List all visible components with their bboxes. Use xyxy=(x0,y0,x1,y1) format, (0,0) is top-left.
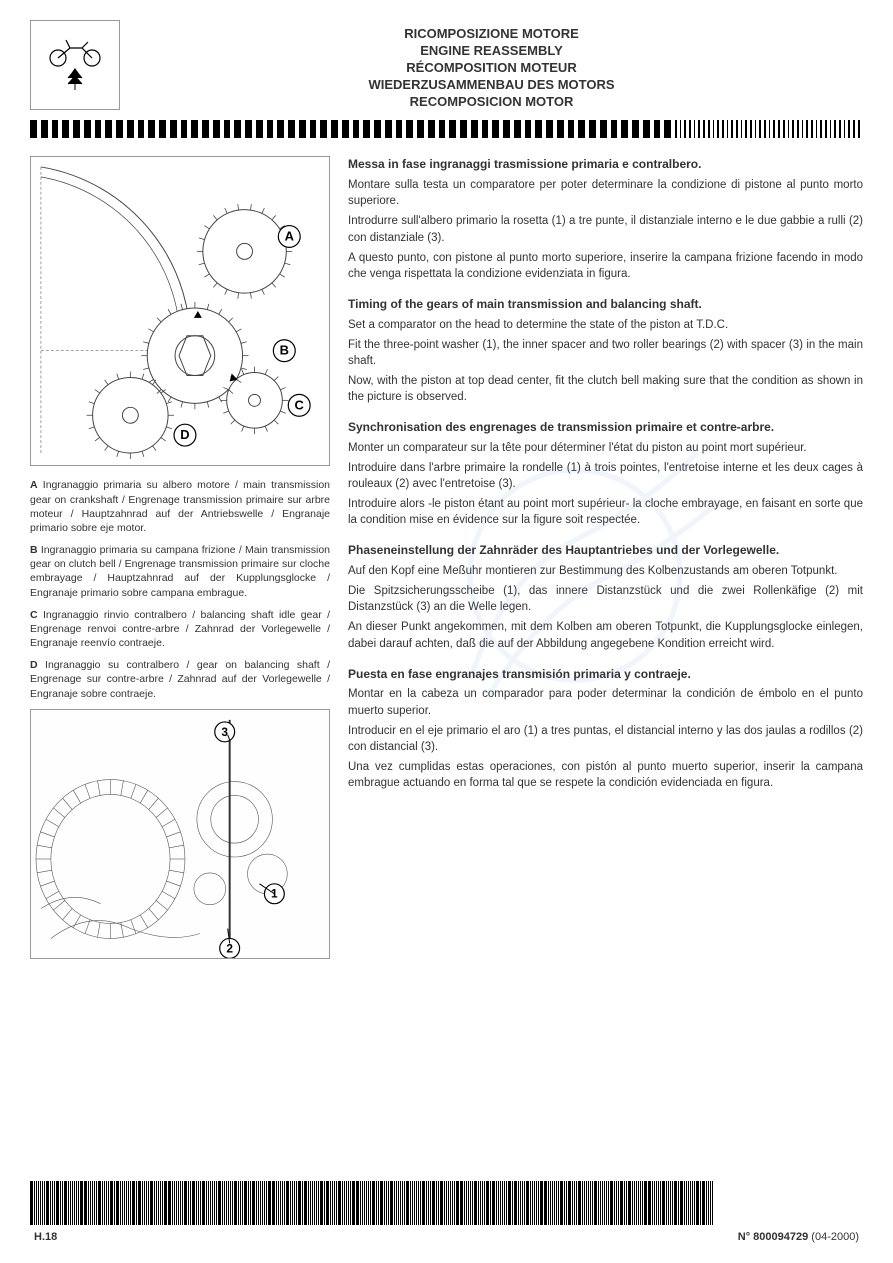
section-it-p1: Montare sulla testa un comparatore per p… xyxy=(348,177,863,209)
section-es-p1: Montar en la cabeza un comparador para p… xyxy=(348,686,863,718)
bottom-barcode xyxy=(30,1181,863,1225)
legend-a-text: Ingranaggio primaria su albero motore / … xyxy=(30,479,330,534)
section-es: Puesta en fase engranajes transmisión pr… xyxy=(348,666,863,791)
section-es-p2: Introducir en el eje primario el aro (1)… xyxy=(348,723,863,755)
section-it-p3: A questo punto, con pistone al punto mor… xyxy=(348,250,863,282)
section-it-p2: Introdurre sull'albero primario la roset… xyxy=(348,213,863,245)
section-it: Messa in fase ingranaggi trasmissione pr… xyxy=(348,156,863,281)
title-de: WIEDERZUSAMMENBAU DES MOTORS xyxy=(120,77,863,94)
page-header: RICOMPOSIZIONE MOTORE ENGINE REASSEMBLY … xyxy=(30,20,863,110)
section-de-p2: Die Spitzsicherungsscheibe (1), das inne… xyxy=(348,583,863,615)
title-fr: RÉCOMPOSITION MOTEUR xyxy=(120,60,863,77)
svg-text:A: A xyxy=(285,229,294,244)
legend-c-text: Ingranaggio rinvio contralbero / balanci… xyxy=(30,609,330,649)
svg-text:2: 2 xyxy=(226,941,233,955)
title-es: RECOMPOSICION MOTOR xyxy=(120,94,863,111)
legend-d: D Ingranaggio su contralbero / gear on b… xyxy=(30,658,330,701)
right-column: Messa in fase ingranaggi trasmissione pr… xyxy=(348,156,863,971)
section-de: Phaseneinstellung der Zahnräder des Haup… xyxy=(348,542,863,651)
section-de-p1: Auf den Kopf eine Meßuhr montieren zur B… xyxy=(348,563,863,579)
section-en-p1: Set a comparator on the head to determin… xyxy=(348,317,863,333)
section-es-p3: Una vez cumplidas estas operaciones, con… xyxy=(348,759,863,791)
gear-diagram: A B C D xyxy=(30,156,330,466)
svg-text:C: C xyxy=(295,398,304,413)
title-it: RICOMPOSIZIONE MOTORE xyxy=(120,26,863,43)
top-barcode xyxy=(30,120,863,138)
section-fr: Synchronisation des engrenages de transm… xyxy=(348,419,863,528)
section-en-p2: Fit the three-point washer (1), the inne… xyxy=(348,337,863,369)
title-en: ENGINE REASSEMBLY xyxy=(120,43,863,60)
logo-icon xyxy=(30,20,120,110)
title-block: RICOMPOSIZIONE MOTORE ENGINE REASSEMBLY … xyxy=(120,20,863,110)
section-de-p3: An dieser Punkt angekommen, mit dem Kolb… xyxy=(348,619,863,651)
legend-a: A Ingranaggio primaria su albero motore … xyxy=(30,478,330,535)
section-de-title: Phaseneinstellung der Zahnräder des Haup… xyxy=(348,542,863,559)
clutch-photo-diagram: 1 2 3 xyxy=(30,709,330,959)
section-fr-title: Synchronisation des engrenages de transm… xyxy=(348,419,863,436)
page-number: H.18 xyxy=(34,1231,57,1243)
section-fr-p2: Introduire dans l'arbre primaire la rond… xyxy=(348,460,863,492)
section-fr-p3: Introduire alors -le piston étant au poi… xyxy=(348,496,863,528)
legend-c: C Ingranaggio rinvio contralbero / balan… xyxy=(30,608,330,651)
section-fr-p1: Monter un comparateur sur la tête pour d… xyxy=(348,440,863,456)
section-it-title: Messa in fase ingranaggi trasmissione pr… xyxy=(348,156,863,173)
svg-text:1: 1 xyxy=(271,887,278,901)
legend-b: B Ingranaggio primaria su campana frizio… xyxy=(30,543,330,600)
legend-d-text: Ingranaggio su contralbero / gear on bal… xyxy=(30,659,330,699)
section-en-title: Timing of the gears of main transmission… xyxy=(348,296,863,313)
svg-text:3: 3 xyxy=(221,725,228,739)
legend-b-text: Ingranaggio primaria su campana frizione… xyxy=(30,544,330,599)
section-en: Timing of the gears of main transmission… xyxy=(348,296,863,405)
doc-number: N° 800094729 (04-2000) xyxy=(738,1231,859,1243)
svg-text:D: D xyxy=(180,428,189,443)
left-column: A B C D A Ingranaggio primaria su albero mo… xyxy=(30,156,330,971)
section-es-title: Puesta en fase engranajes transmisión pr… xyxy=(348,666,863,683)
section-en-p3: Now, with the piston at top dead center,… xyxy=(348,373,863,405)
svg-text:B: B xyxy=(280,343,289,358)
page-footer: H.18 N° 800094729 (04-2000) xyxy=(30,1181,863,1243)
